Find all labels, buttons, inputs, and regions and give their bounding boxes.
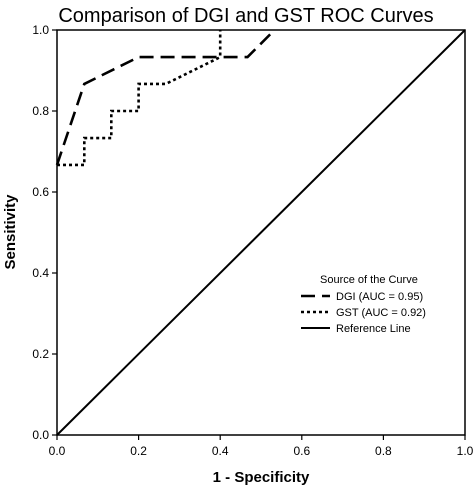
legend-label: Reference Line: [336, 323, 411, 335]
legend: Source of the Curve DGI (AUC = 0.95) GST …: [301, 274, 426, 335]
y-tick-label: 1.0: [32, 23, 49, 37]
y-axis-label: Sensitivity: [2, 194, 19, 270]
y-tick-label: 0.0: [32, 428, 49, 442]
x-tick-label: 1.0: [457, 444, 474, 458]
x-tick-label: 0.0: [49, 444, 66, 458]
chart-title: Comparison of DGI and GST ROC Curves: [58, 5, 433, 27]
y-tick-label: 0.8: [32, 104, 49, 118]
x-axis-label: 1 - Specificity: [213, 469, 310, 486]
x-tick-label: 0.2: [130, 444, 147, 458]
y-tick-label: 0.6: [32, 185, 49, 199]
series-line-2: [57, 30, 222, 167]
legend-title: Source of the Curve: [320, 274, 418, 286]
plot-frame: [56, 29, 466, 436]
series-line-3: [56, 29, 466, 436]
legend-label: GST (AUC = 0.92): [336, 307, 426, 319]
y-tick-label: 0.4: [32, 266, 49, 280]
x-tick-label: 0.4: [212, 444, 229, 458]
y-tick-label: 0.2: [32, 347, 49, 361]
series-line-1: [55, 29, 276, 166]
series-lines: [55, 29, 466, 436]
x-tick-label: 0.8: [375, 444, 392, 458]
legend-entries: DGI (AUC = 0.95) GST (AUC = 0.92) Referenc…: [301, 291, 426, 335]
axis-ticks: 0.0 0.2 0.4 0.6 0.8 1.0 0.0 0.2 0.4 0.6 0.8 1.0: [32, 23, 473, 458]
legend-label: DGI (AUC = 0.95): [336, 291, 423, 303]
x-tick-label: 0.6: [293, 444, 310, 458]
